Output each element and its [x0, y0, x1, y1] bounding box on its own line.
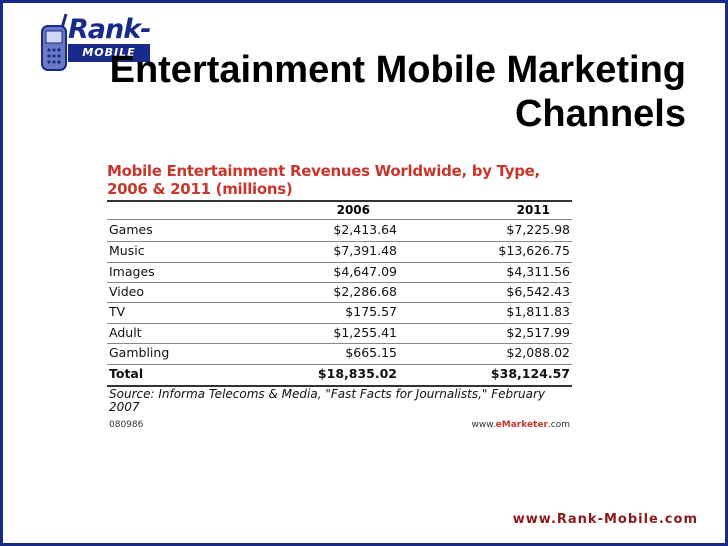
value-2011: $4,311.56 [506, 264, 570, 279]
row-rule [107, 302, 572, 303]
total-label: Total [109, 366, 144, 381]
phone-icon [41, 13, 68, 71]
value-2006: $665.15 [345, 345, 397, 360]
revenue-table-figure: Mobile Entertainment Revenues Worldwide,… [100, 152, 576, 436]
slide-title: Entertainment Mobile Marketing Channels [46, 48, 686, 136]
table-row: Music $7,391.48 $13,626.75 [107, 241, 572, 261]
value-2011: $1,811.83 [506, 304, 570, 319]
figure-id: 080986 [109, 420, 144, 430]
logo-wordmark: Rank- [68, 14, 151, 45]
credit-suffix: .com [547, 420, 570, 430]
row-label: Games [109, 222, 153, 237]
table-row: Video $2,286.68 $6,542.43 [107, 282, 572, 302]
column-header-2011: 2011 [516, 203, 550, 217]
value-2006: $7,391.48 [333, 243, 397, 258]
total-2011: $38,124.57 [490, 366, 570, 381]
rank-mobile-logo: Rank- MOBILE [32, 12, 160, 76]
table-row: Games $2,413.64 $7,225.98 [107, 220, 572, 240]
row-rule [107, 282, 572, 283]
total-rule [107, 385, 572, 387]
value-2011: $13,626.75 [498, 243, 570, 258]
row-rule [107, 262, 572, 263]
row-label: Video [109, 284, 145, 299]
table-row: Gambling $665.15 $2,088.02 [107, 343, 572, 363]
value-2006: $175.57 [345, 304, 397, 319]
header-bottom-rule [107, 219, 572, 220]
header-rule [107, 200, 572, 202]
row-rule [107, 364, 572, 365]
column-header-2006: 2006 [336, 203, 370, 217]
logo-subtext: MOBILE [68, 44, 150, 62]
value-2006: $2,413.64 [333, 222, 397, 237]
total-2006: $18,835.02 [317, 366, 397, 381]
emarketer-credit: www.eMarketer.com [472, 420, 570, 430]
credit-prefix: www. [471, 420, 496, 430]
row-label: Music [109, 243, 145, 258]
figure-title: Mobile Entertainment Revenues Worldwide,… [107, 162, 540, 198]
row-rule [107, 241, 572, 242]
value-2011: $7,225.98 [506, 222, 570, 237]
slide-title-line-2: Channels [514, 93, 686, 135]
value-2011: $2,088.02 [506, 345, 570, 360]
value-2006: $4,647.09 [333, 264, 397, 279]
table-row: TV $175.57 $1,811.83 [107, 302, 572, 322]
row-label: TV [109, 304, 126, 319]
credit-brand: eMarketer [495, 420, 548, 430]
value-2011: $2,517.99 [506, 325, 570, 340]
row-rule [107, 343, 572, 344]
slide-title-line-1: Entertainment Mobile Marketing [109, 49, 686, 91]
value-2006: $1,255.41 [333, 325, 397, 340]
row-label: Adult [109, 325, 142, 340]
value-2011: $6,542.43 [506, 284, 570, 299]
value-2006: $2,286.68 [333, 284, 397, 299]
table-row: Images $4,647.09 $4,311.56 [107, 262, 572, 282]
row-rule [107, 323, 572, 324]
table-row: Adult $1,255.41 $2,517.99 [107, 323, 572, 343]
row-label: Gambling [109, 345, 170, 360]
total-row: Total $18,835.02 $38,124.57 [107, 364, 572, 384]
source-note: Source: Informa Telecoms & Media, "Fast … [109, 387, 546, 414]
footer-url: www.Rank-Mobile.com [512, 512, 698, 527]
row-label: Images [109, 264, 155, 279]
